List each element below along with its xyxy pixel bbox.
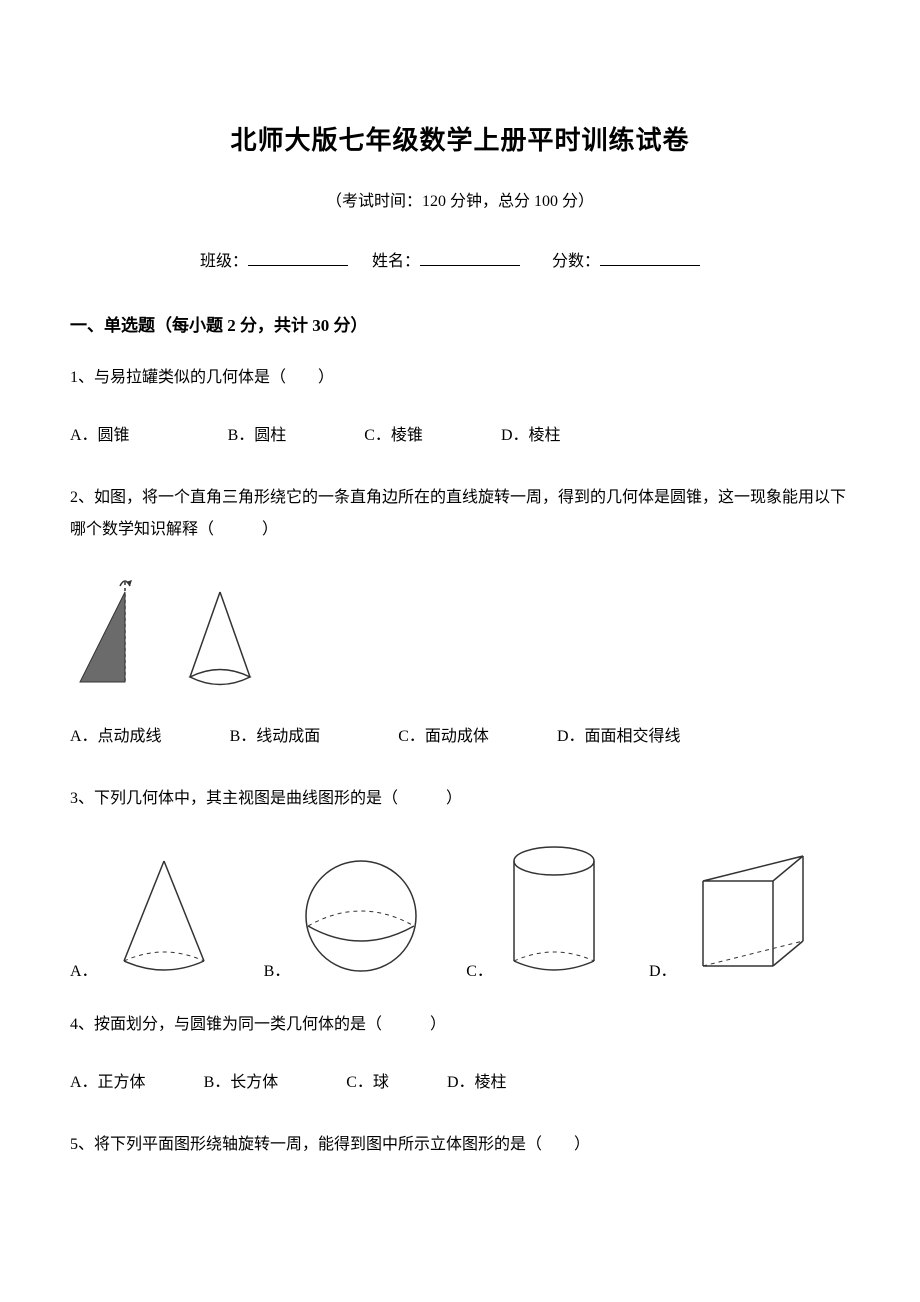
q2-opt-d[interactable]: D．面面相交得线 (557, 721, 681, 753)
q4-text: 4、按面划分，与圆锥为同一类几何体的是（ ） (70, 1009, 850, 1041)
triangular-prism-icon (683, 841, 823, 981)
q3-opt-c-label: C． (466, 957, 493, 981)
sphere-icon (296, 851, 426, 981)
q4-opt-b[interactable]: B．长方体 (204, 1067, 279, 1099)
cone-icon (104, 851, 224, 981)
exam-subtitle: （考试时间：120 分钟，总分 100 分） (70, 187, 850, 211)
q4-opt-c[interactable]: C．球 (346, 1067, 389, 1099)
q3-options: A． B． C． (70, 841, 850, 981)
blank-class[interactable] (248, 249, 348, 266)
q1-opt-d[interactable]: D．棱柱 (501, 420, 561, 452)
q5-text: 5、将下列平面图形绕轴旋转一周，能得到图中所示立体图形的是（ ） (70, 1129, 850, 1161)
label-name: 姓名： (372, 253, 420, 270)
q4-opt-d[interactable]: D．棱柱 (447, 1067, 507, 1099)
label-score: 分数： (552, 253, 600, 270)
q1-options: A．圆锥 B．圆柱 C．棱锥 D．棱柱 (70, 420, 850, 452)
q4-opt-a[interactable]: A．正方体 (70, 1067, 146, 1099)
q3-opt-a-label: A． (70, 957, 98, 981)
blank-name[interactable] (420, 249, 520, 266)
q1-opt-b[interactable]: B．圆柱 (228, 420, 287, 452)
q3-opt-d-label: D． (649, 957, 677, 981)
q2-opt-b[interactable]: B．线动成面 (230, 721, 321, 753)
q2-figure (70, 572, 850, 697)
q3-opt-a[interactable]: A． (70, 851, 224, 981)
q3-opt-b[interactable]: B． (264, 851, 427, 981)
q2-options: A．点动成线 B．线动成面 C．面动成体 D．面面相交得线 (70, 721, 850, 753)
q2-opt-c[interactable]: C．面动成体 (398, 721, 489, 753)
cylinder-icon (499, 841, 609, 981)
q1-opt-c[interactable]: C．棱锥 (364, 420, 423, 452)
q3-text: 3、下列几何体中，其主视图是曲线图形的是（ ） (70, 783, 850, 815)
q4-options: A．正方体 B．长方体 C．球 D．棱柱 (70, 1067, 850, 1099)
section-1-heading: 一、单选题（每小题 2 分，共计 30 分） (70, 311, 850, 336)
q3-opt-c[interactable]: C． (466, 841, 609, 981)
label-class: 班级： (200, 253, 248, 270)
q2-opt-a[interactable]: A．点动成线 (70, 721, 162, 753)
q1-opt-a[interactable]: A．圆锥 (70, 420, 130, 452)
q2-text: 2、如图，将一个直角三角形绕它的一条直角边所在的直线旋转一周，得到的几何体是圆锥… (70, 482, 850, 546)
q3-opt-b-label: B． (264, 957, 291, 981)
blank-score[interactable] (600, 249, 700, 266)
q1-text: 1、与易拉罐类似的几何体是（ ） (70, 362, 850, 394)
q3-opt-d[interactable]: D． (649, 841, 823, 981)
exam-title: 北师大版七年级数学上册平时训练试卷 (70, 120, 850, 157)
student-info-row: 班级： 姓名： 分数： (70, 247, 850, 271)
